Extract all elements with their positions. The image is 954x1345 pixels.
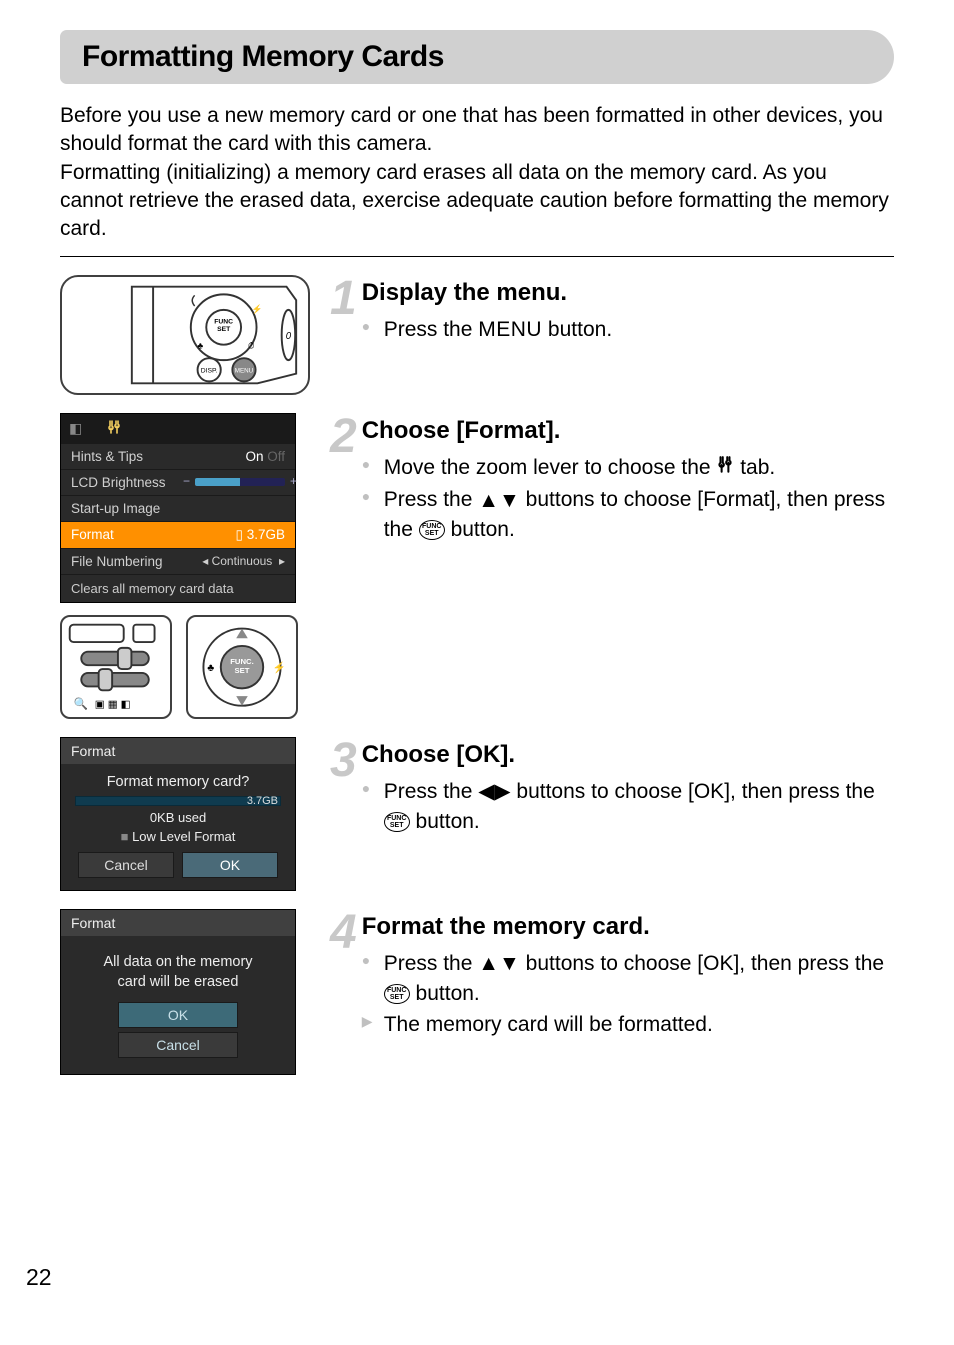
- step-number: 3: [330, 741, 354, 782]
- funcset-icon: FUNCSET: [419, 520, 445, 540]
- step-number: 4: [330, 913, 354, 954]
- svg-text:▣ ▦ ◧: ▣ ▦ ◧: [95, 698, 131, 710]
- step-result: The memory card will be formatted.: [362, 1010, 894, 1039]
- cancel-button[interactable]: Cancel: [118, 1032, 238, 1058]
- step-number: 2: [330, 417, 354, 458]
- updown-icon: ▲▼: [478, 949, 520, 978]
- step-1: FUNC SET DISP. MENU 0 ⚡ ♣ ⏱ 1 Display th…: [60, 275, 894, 395]
- menu-row: Hints & TipsOn Off: [61, 444, 295, 470]
- step-bullet: Press the MENU button.: [362, 315, 894, 344]
- low-level-format: Low Level Format: [75, 829, 281, 844]
- svg-text:♣: ♣: [207, 662, 214, 674]
- svg-text:DISP.: DISP.: [201, 367, 218, 374]
- svg-text:⚡: ⚡: [273, 661, 286, 674]
- menu-row: File Numbering◂ Continuous ▸: [61, 549, 295, 575]
- svg-text:🔍: 🔍: [74, 695, 88, 710]
- format-dialog-1: Format Format memory card? 3.7GB 0KB use…: [60, 737, 296, 891]
- step-number: 1: [330, 279, 354, 320]
- intro-paragraph: Before you use a new memory card or one …: [60, 102, 894, 257]
- step-heading: Choose [Format].: [362, 417, 894, 445]
- section-title: Formatting Memory Cards: [82, 40, 872, 74]
- svg-text:⏱: ⏱: [248, 340, 255, 350]
- ok-button[interactable]: OK: [118, 1002, 238, 1028]
- menu-row: Start-up Image: [61, 496, 295, 522]
- updown-icon: ▲▼: [478, 486, 520, 515]
- svg-text:FUNC: FUNC: [214, 318, 233, 325]
- step-heading: Choose [OK].: [362, 741, 894, 769]
- tools-tab-icon: [106, 419, 122, 438]
- step-4: Format All data on the memorycard will b…: [60, 909, 894, 1076]
- step-bullet: Press the ▲▼ buttons to choose [OK], the…: [362, 949, 894, 1009]
- step-2: ◧ Hints & TipsOn Off LCD Brightness Star…: [60, 413, 894, 719]
- used-label: 0KB used: [75, 810, 281, 825]
- cancel-button[interactable]: Cancel: [78, 852, 174, 878]
- svg-text:SET: SET: [235, 666, 250, 675]
- dialog-title: Format: [61, 738, 295, 764]
- tools-icon: [716, 453, 734, 482]
- step-bullet: Move the zoom lever to choose the tab.: [362, 453, 894, 483]
- svg-text:0: 0: [286, 331, 292, 342]
- format-dialog-2: Format All data on the memorycard will b…: [60, 909, 296, 1076]
- ok-button[interactable]: OK: [182, 852, 278, 878]
- menu-row: LCD Brightness: [61, 470, 295, 496]
- capacity-bar: 3.7GB: [75, 796, 281, 806]
- zoom-and-dial-illustrations: 🔍 ▣ ▦ ◧ FUNC. SET ♣ ⚡: [60, 615, 310, 719]
- camera-menu-screenshot: ◧ Hints & TipsOn Off LCD Brightness Star…: [60, 413, 296, 603]
- zoom-lever-illustration: 🔍 ▣ ▦ ◧: [60, 615, 172, 719]
- step-heading: Display the menu.: [362, 279, 894, 307]
- svg-text:♣: ♣: [198, 340, 204, 350]
- funcset-icon: FUNCSET: [384, 812, 410, 832]
- camera-back-illustration: FUNC SET DISP. MENU 0 ⚡ ♣ ⏱: [60, 275, 310, 395]
- camera-tab-icon: ◧: [69, 420, 82, 437]
- menu-footer: Clears all memory card data: [61, 575, 295, 602]
- step-3: Format Format memory card? 3.7GB 0KB use…: [60, 737, 894, 891]
- svg-text:MENU: MENU: [235, 367, 254, 374]
- leftright-icon: ◀▶: [478, 777, 510, 806]
- step-heading: Format the memory card.: [362, 913, 894, 941]
- svg-text:⚡: ⚡: [252, 304, 263, 315]
- menu-row-selected: Format▯ 3.7GB: [61, 522, 295, 549]
- menu-word-icon: MENU: [478, 318, 542, 341]
- menu-tab-bar: ◧: [61, 414, 295, 444]
- page-number: 22: [26, 1264, 52, 1291]
- section-title-bar: Formatting Memory Cards: [60, 30, 894, 84]
- step-bullet: Press the ◀▶ buttons to choose [OK], the…: [362, 777, 894, 837]
- svg-text:SET: SET: [217, 326, 231, 333]
- dialog-title: Format: [61, 910, 295, 936]
- dialog-question: Format memory card?: [75, 774, 281, 790]
- step-bullet: Press the ▲▼ buttons to choose [Format],…: [362, 485, 894, 545]
- erase-message: All data on the memorycard will be erase…: [75, 952, 281, 993]
- funcset-icon: FUNCSET: [384, 984, 410, 1004]
- control-dial-illustration: FUNC. SET ♣ ⚡: [186, 615, 298, 719]
- svg-text:FUNC.: FUNC.: [230, 657, 254, 666]
